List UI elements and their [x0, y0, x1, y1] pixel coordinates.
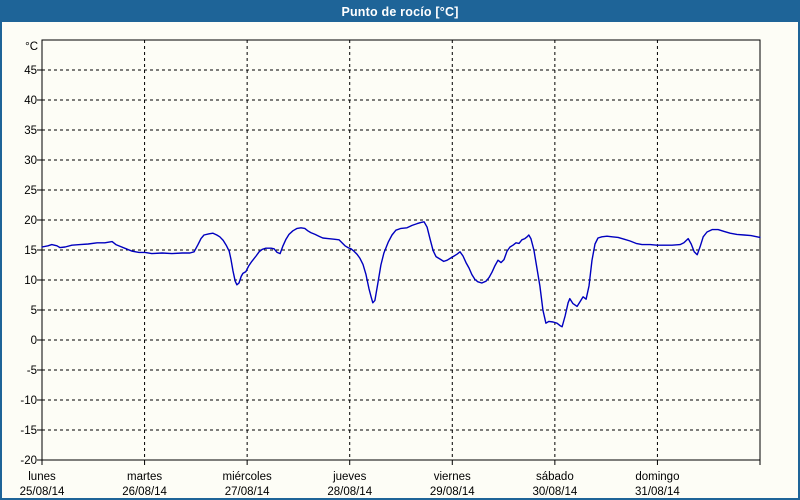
dew-point-chart: 45 40 35 30 25 20 15 10 5 0 -5 -10 -15 -20 °C lunes 25/0…	[20, 39, 761, 498]
x-date-label: 31/08/14	[635, 486, 680, 498]
x-date-label: 27/08/14	[225, 486, 270, 498]
x-date-label: 29/08/14	[430, 486, 475, 498]
x-day-label: domingo	[635, 471, 679, 483]
y-tick-label: 20	[24, 215, 37, 227]
y-tick-label: -5	[27, 365, 37, 377]
y-tick-label: 15	[24, 245, 37, 257]
y-axis-unit-label: °C	[25, 41, 38, 53]
x-date-label: 30/08/14	[532, 486, 577, 498]
title-bar: Punto de rocío [°C]	[2, 2, 798, 22]
y-tick-label: -15	[20, 425, 37, 437]
y-tick-label: 35	[24, 125, 37, 137]
dew-point-line	[41, 221, 761, 328]
x-date-label: 28/08/14	[327, 486, 372, 498]
y-tick-label: 40	[24, 95, 37, 107]
y-tick-label: 0	[31, 335, 37, 347]
x-day-label: martes	[127, 471, 162, 483]
x-date-label: 26/08/14	[122, 486, 167, 498]
y-tick-label: -10	[20, 395, 37, 407]
x-day-label: miércoles	[223, 471, 272, 483]
y-tick-label: 10	[24, 275, 37, 287]
x-day-label: viernes	[434, 471, 471, 483]
x-day-label: lunes	[28, 471, 56, 483]
y-tick-label: -20	[20, 455, 37, 467]
y-tick-label: 25	[24, 185, 37, 197]
plot-border	[41, 39, 761, 461]
y-tick-label: 30	[24, 155, 37, 167]
x-day-label: sábado	[536, 471, 574, 483]
x-date-label: 25/08/14	[20, 486, 65, 498]
chart-title: Punto de rocío [°C]	[341, 5, 459, 19]
x-day-label: jueves	[332, 471, 366, 483]
y-tick-label: 45	[24, 65, 37, 77]
y-tick-label: 5	[31, 305, 37, 317]
